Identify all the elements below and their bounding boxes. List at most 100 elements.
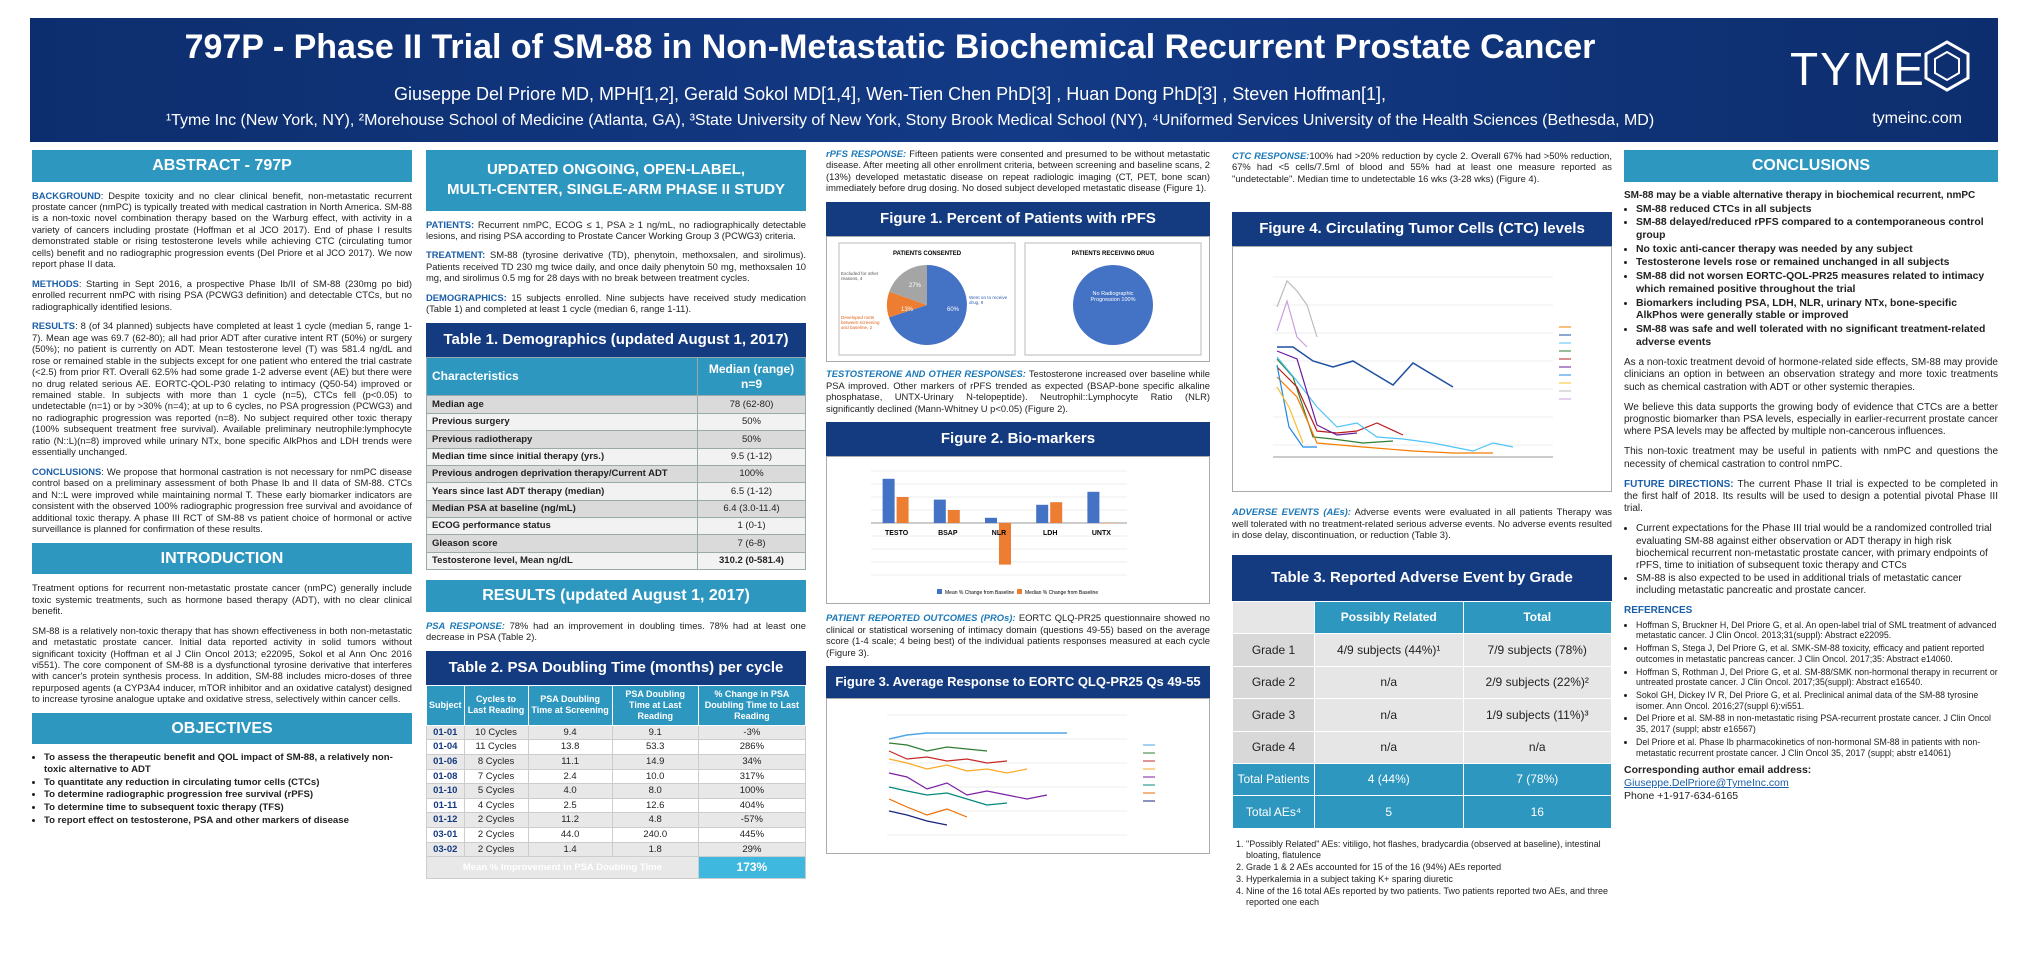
- contact-email-link[interactable]: Giuseppe.DelPriore@TymeInc.com: [1624, 777, 1789, 790]
- testosterone-text: TESTOSTERONE AND OTHER RESPONSES: Testos…: [826, 368, 1210, 414]
- abstract-results: RESULTS: 8 (of 34 planned) subjects have…: [32, 320, 412, 458]
- table2-cell: 8 Cycles: [463, 754, 529, 770]
- fig1-label-a-box: Excluded for other reasons, 4: [841, 271, 878, 281]
- table2-cell: 1.8: [611, 841, 699, 858]
- table2-cell: 2 Cycles: [463, 812, 529, 828]
- table3-cell: Grade 1: [1232, 633, 1315, 667]
- fig3-series: [888, 758, 1028, 774]
- table2-cell: 11 Cycles: [463, 739, 529, 756]
- table2-cell: 10 Cycles: [463, 724, 529, 741]
- table2-cell: 13.8: [527, 739, 613, 756]
- table3-total-row: Total Patients 4 (44%) 7 (78%): [1232, 762, 1612, 797]
- table3-cell: n/a: [1314, 698, 1464, 732]
- objectives-heading: OBJECTIVES: [32, 712, 412, 745]
- table1-cell-label: Previous androgen deprivation therapy/Cu…: [426, 464, 698, 484]
- fig2-category-label: UNTX: [1092, 530, 1111, 537]
- table2-row: 01-12 2 Cycles 11.2 4.8 -57%: [426, 812, 807, 828]
- references-list: Hoffman S, Bruckner H, Del Priore G, et …: [1624, 620, 1998, 759]
- figure3-title: Figure 3. Average Response to EORTC QLQ-…: [826, 666, 1210, 699]
- table1-cell-value: 310.2 (0-581.4): [697, 551, 806, 571]
- fig2-bar-mean: [985, 518, 997, 524]
- figure1-pie-charts: PATIENTS CONSENTED PATIENTS RECEIVING DR…: [838, 242, 1202, 356]
- table1-row: Previous radiotherapy 50%: [426, 430, 806, 449]
- table2-cell: 53.3: [611, 739, 699, 756]
- figure4-panel: [1232, 246, 1612, 493]
- patients-text: PATIENTS: Recurrent nmPC, ECOG ≤ 1, PSA …: [426, 219, 806, 242]
- table2-row: 03-01 2 Cycles 44.0 240.0 445%: [426, 826, 807, 843]
- table1-cell-label: Median age: [426, 395, 698, 414]
- poster-title: 797P - Phase II Trial of SM-88 in Non-Me…: [184, 28, 1596, 66]
- table2-cell: 12.6: [611, 797, 699, 814]
- table2-cell: -3%: [697, 724, 807, 741]
- footnote-item: Grade 1 & 2 AEs accounted for 15 of the …: [1246, 862, 1612, 873]
- label-psa-response: PSA RESPONSE:: [426, 619, 505, 631]
- table1-title: Table 1. Demographics (updated August 1,…: [426, 322, 806, 358]
- reference-item: Hoffman S, Bruckner H, Del Priore G, et …: [1636, 620, 1998, 641]
- fig4-series: [1276, 386, 1304, 444]
- table2-title: Table 2. PSA Doubling Time (months) per …: [426, 650, 806, 685]
- references-heading: REFERENCES: [1624, 605, 1693, 617]
- demographics-text: DEMOGRAPHICS: 15 subjects enrolled. Nine…: [426, 292, 806, 315]
- label-conclusions: CONCLUSIONS: [32, 465, 102, 477]
- psa-doubling-table: Subject Cycles to Last Reading PSA Doublin…: [426, 684, 807, 880]
- fig2-bar-median: [896, 497, 909, 524]
- table3-total-cell: 4 (44%): [1314, 762, 1464, 797]
- table3-cell: n/a: [1314, 730, 1464, 764]
- rpfs-text: rPFS RESPONSE: Fifteen patients were con…: [826, 148, 1210, 194]
- table2-row: 01-06 8 Cycles 11.1 14.9 34%: [426, 754, 807, 770]
- footnote-item: "Possibly Related" AEs: vitiligo, hot fl…: [1246, 839, 1612, 861]
- table3-total-cell: Total Patients: [1232, 762, 1315, 797]
- fig2-category-label: LDH: [1043, 530, 1057, 537]
- text-background: : Despite toxicity and no clear clinical…: [32, 189, 412, 270]
- table2-cell: 01-06: [426, 754, 465, 770]
- label-testosterone: TESTOSTERONE AND OTHER RESPONSES:: [826, 368, 1026, 380]
- future-item: Current expectations for the Phase III t…: [1636, 523, 1998, 572]
- label-treatment: TREATMENT:: [426, 249, 486, 261]
- fig1-left-title: PATIENTS CONSENTED: [893, 251, 962, 257]
- table1-cell-value: 50%: [697, 412, 806, 432]
- footnote-item: Hyperkalemia in a subject taking K+ spar…: [1246, 874, 1612, 885]
- table3-body: Grade 1 4/9 subjects (44%)¹ 7/9 subjects (…: [1232, 633, 1612, 829]
- abstract-heading: ABSTRACT - 797P: [32, 150, 412, 182]
- label-demographics: DEMOGRAPHICS:: [426, 291, 507, 303]
- study-heading-line2: MULTI-CENTER, SINGLE-ARM PHASE II STUDY: [446, 181, 786, 199]
- text-demographics: 15 subjects enrolled. Nine subjects have…: [426, 291, 806, 315]
- figure1-title: Figure 1. Percent of Patients with rPFS: [826, 201, 1210, 237]
- conclusions-p3: This non-toxic treatment may be useful i…: [1624, 446, 1998, 470]
- demographics-table: Characteristics Median (range) n=9 Media…: [426, 357, 806, 571]
- label-background: BACKGROUND: [32, 189, 101, 201]
- figure1-panel: PATIENTS CONSENTED PATIENTS RECEIVING DR…: [826, 236, 1210, 363]
- reference-item: Sokol GH, Dickey IV R, Del Priore G, et …: [1636, 690, 1998, 711]
- affiliations: ¹Tyme Inc (New York, NY), ²Morehouse Sch…: [165, 112, 1655, 129]
- conclusion-item: SM-88 reduced CTCs in all subjects: [1636, 204, 1998, 217]
- fig2-bar-median: [1050, 502, 1063, 524]
- table2-cell: 286%: [697, 739, 807, 756]
- fig2-legend-mean: Mean % Change from Baseline: [945, 590, 1014, 596]
- table3-cell: 2/9 subjects (22%)²: [1462, 665, 1612, 700]
- table2-cell: 03-01: [426, 826, 465, 843]
- objective-item: To determine time to subsequent toxic th…: [44, 802, 412, 814]
- table2-row: 03-02 2 Cycles 1.4 1.8 29%: [426, 841, 807, 858]
- table1-row: Median time since initial therapy (yrs.)…: [426, 447, 806, 466]
- text-testosterone: Testosterone increased over baseline whi…: [826, 368, 1211, 414]
- table1-cell-value: 100%: [697, 464, 806, 484]
- table1-cell-label: Previous radiotherapy: [426, 430, 698, 449]
- conclusions-p2: We believe this data supports the growin…: [1624, 401, 1998, 438]
- table2-footer-row: Mean % Improvement in PSA Doubling Time …: [426, 856, 807, 880]
- label-ctc-response: CTC RESPONSE:: [1232, 150, 1310, 161]
- fig1-right-title: PATIENTS RECEIVING DRUG: [1072, 251, 1155, 257]
- fig1-right-label-box: No Radiographic Progression 100%: [1091, 291, 1136, 303]
- website-link[interactable]: tymeinc.com: [1872, 110, 1962, 127]
- table3-total-row: Total AEs⁴ 5 16: [1232, 795, 1612, 829]
- table1-cell-value: 6.4 (3.0-11.4): [697, 499, 806, 519]
- reference-item: Hoffman S, Rothman J, Del Priore G, et a…: [1636, 667, 1998, 688]
- table3-cell: n/a: [1314, 665, 1464, 700]
- table1-row: Median age 78 (62-80): [426, 395, 806, 414]
- table1-cell-label: Previous surgery: [426, 412, 698, 432]
- table1-cell-label: Median PSA at baseline (ng/mL): [426, 499, 698, 519]
- contact-label: Corresponding author email address:: [1624, 764, 1812, 777]
- poster-header: 797P - Phase II Trial of SM-88 in Non-Me…: [30, 18, 1998, 142]
- text-results: : 8 (of 34 planned) subjects have comple…: [32, 320, 412, 458]
- table3-cell: n/a: [1462, 730, 1612, 764]
- reference-item: Hoffman S, Stega J, Del Priore G, et al.…: [1636, 643, 1998, 664]
